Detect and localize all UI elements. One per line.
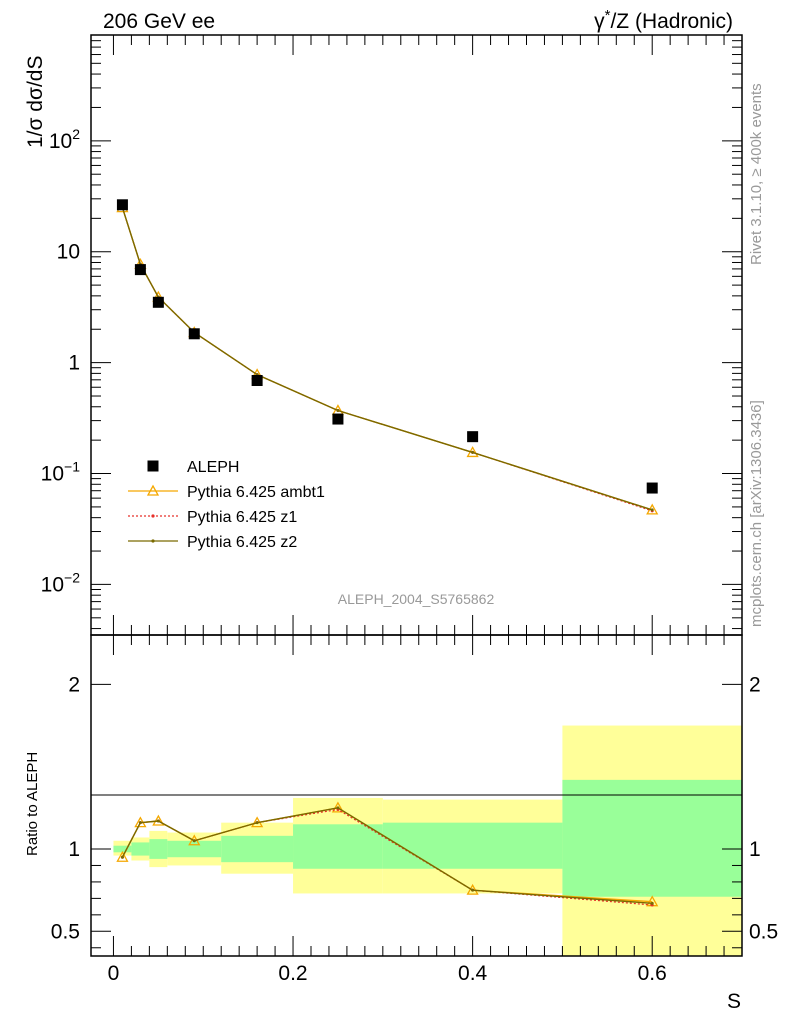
legend: ALEPH Pythia 6.425 ambt1 Pythia 6.425 z1 Py… [128, 459, 325, 551]
legend-label: Pythia 6.425 z1 [187, 509, 297, 526]
ratio-y-tick-label-left: 2 [68, 673, 80, 696]
ratio-dot-marker [471, 888, 475, 892]
ratio-dot-marker [192, 839, 196, 843]
ratio-panel: 0.5 0.5 1 1 2 2 0 0.2 0.4 0.6 Ratio to ALEPH S [24, 634, 778, 1013]
ratio-dot-marker [120, 855, 124, 859]
aleph-marker [251, 375, 263, 387]
ratio-frame [90, 634, 743, 957]
x-tick-label: 0 [108, 962, 120, 985]
main-y-label-var: S [24, 56, 47, 70]
left-title: 206 GeV ee [103, 10, 215, 33]
y-tick-label-base: 10 [57, 241, 80, 264]
x-tick-label: 0.4 [458, 962, 488, 985]
z2-marker [471, 450, 475, 454]
ratio-y-label: Ratio to ALEPH [24, 752, 41, 856]
band-inner [221, 835, 294, 863]
y-tick-label-exp: 2 [72, 126, 80, 142]
y-tick-label: 1 [68, 352, 80, 375]
rivet-label: Rivet 3.1.10, ≥ 400k events [748, 83, 765, 265]
legend-aleph-marker [147, 460, 159, 472]
ratio-ambt1-marker [116, 850, 129, 862]
legend-dot-marker [151, 514, 155, 518]
y-tick-label-exp: −2 [64, 569, 80, 585]
legend-label: Pythia 6.425 z2 [187, 534, 297, 551]
ratio-bands [113, 725, 742, 956]
ratio-y-tick-label-left: 0.5 [51, 920, 80, 943]
ratio-y-tick-label-right: 0.5 [749, 920, 778, 943]
ratio-ambt1-marker [331, 801, 345, 813]
band-inner [113, 845, 132, 853]
ratio-line-2 [121, 807, 653, 904]
band-inner [131, 842, 150, 856]
y-tick-label: 102 [49, 126, 80, 153]
x-tick-label: 0.6 [638, 962, 667, 985]
ratio-ambt1-marker [466, 883, 479, 895]
y-tick-label: 10 [57, 241, 80, 264]
band-inner [167, 840, 222, 858]
band-inner [293, 824, 383, 869]
y-tick-label-base: 10 [41, 463, 64, 486]
y-tick-label-exp: −1 [64, 459, 80, 475]
ratio-dot-marker [650, 901, 654, 905]
band-inner [562, 779, 742, 897]
ratio-dot-marker [156, 819, 160, 823]
right-title: γ*/Z (Hadronic) [594, 7, 733, 33]
main-y-label: 1/σ dσ/dS [24, 56, 47, 148]
aleph-marker [467, 431, 479, 443]
ratio-y-tick-label-right: 2 [749, 673, 761, 696]
y-tick-label-base: 1 [68, 352, 80, 375]
aleph-marker [646, 482, 658, 494]
y-tick-label-base: 10 [41, 573, 64, 596]
aleph-marker [116, 199, 128, 211]
legend-label: ALEPH [187, 459, 239, 476]
mcplots-label: mcplots.cern.ch [arXiv:1306.3436] [748, 400, 765, 627]
legend-dot-marker [151, 539, 155, 543]
z2-marker [650, 508, 654, 512]
y-tick-label: 10−2 [41, 569, 81, 596]
ratio-ticks: 0.5 0.5 1 1 2 2 0 0.2 0.4 0.6 [51, 635, 778, 985]
ratio-dot-marker [255, 821, 259, 825]
y-tick-label-base: 10 [49, 130, 72, 153]
main-y-label-prefix: 1/σ dσ/d [24, 70, 47, 148]
main-marks [116, 199, 659, 515]
aleph-marker [152, 296, 164, 308]
ratio-dot-marker [336, 806, 340, 810]
x-tick-label: 0.2 [278, 962, 307, 985]
aleph-marker [134, 264, 146, 276]
ratio-dot-marker [138, 821, 142, 825]
ratio-y-tick-label-left: 1 [68, 838, 80, 861]
x-axis-label: S [727, 990, 741, 1013]
ratio-marks [116, 801, 659, 907]
right-title-star: * [605, 7, 611, 24]
watermark: ALEPH_2004_S5765862 [338, 591, 495, 607]
ratio-ambt1-marker [152, 814, 165, 826]
z2-marker [336, 409, 340, 413]
aleph-marker [188, 328, 200, 340]
legend-label: Pythia 6.425 ambt1 [187, 484, 325, 501]
ratio-y-tick-label-right: 1 [749, 838, 761, 861]
aleph-marker [332, 413, 344, 425]
band-inner [149, 839, 168, 859]
band-inner [382, 822, 563, 869]
legend-triangle-marker [146, 484, 160, 496]
right-title-rest: /Z (Hadronic) [610, 10, 733, 33]
y-tick-label: 10−1 [41, 459, 81, 486]
right-title-gamma: γ [594, 10, 605, 33]
